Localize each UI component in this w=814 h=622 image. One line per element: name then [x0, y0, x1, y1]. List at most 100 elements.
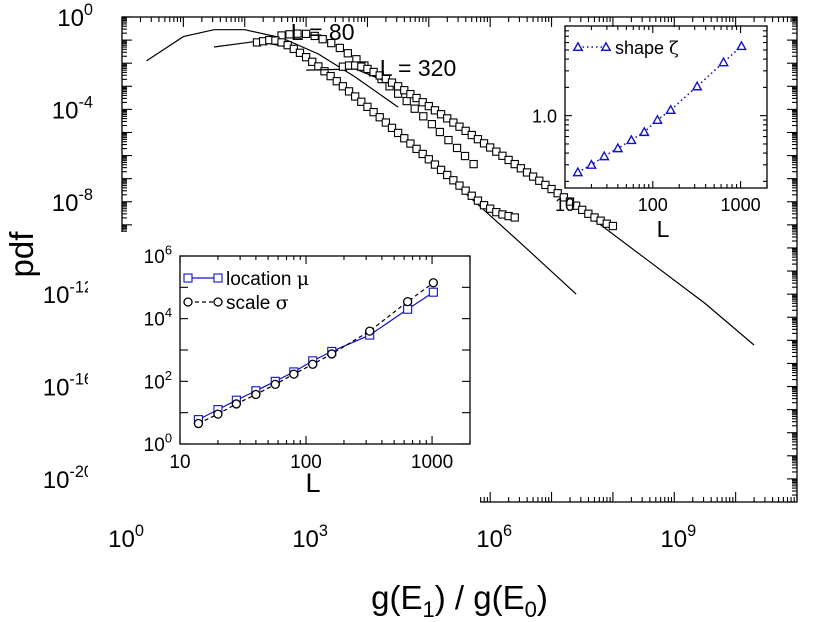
inset-data-point [625, 134, 637, 145]
data-point [510, 213, 519, 222]
data-point [504, 155, 513, 165]
inset-y-tick-label: 106 [144, 242, 172, 268]
data-point [541, 180, 550, 190]
x-axis-title: g(E1) / g(E0) [371, 579, 548, 622]
data-point [469, 159, 478, 169]
inset-y-tick-label: 100 [144, 430, 172, 456]
inset-data-point [402, 296, 413, 307]
inset-data-point [327, 349, 337, 359]
inset-y-tick-label: 102 [144, 368, 172, 394]
data-point [418, 149, 427, 159]
inset-series-line [577, 45, 743, 174]
legend-label: scale σ [226, 292, 289, 314]
data-point [387, 123, 397, 133]
y-tick-label: 100 [57, 1, 93, 32]
legend-marker [183, 273, 193, 283]
data-point [308, 57, 317, 66]
data-point [295, 48, 305, 57]
y-tick-label: 10-4 [52, 94, 93, 125]
data-point [516, 164, 526, 173]
data-point [424, 101, 433, 111]
inset-x-tick-label: 100 [290, 452, 322, 473]
data-point [427, 120, 437, 129]
data-point [528, 172, 538, 181]
inset-data-point [213, 409, 223, 419]
data-point [402, 96, 411, 106]
y-tick-label: 10-20 [43, 463, 93, 494]
data-point [473, 135, 483, 144]
data-point [608, 221, 618, 231]
legend-marker [213, 273, 223, 283]
data-point [467, 191, 476, 200]
data-point [444, 135, 453, 145]
y-tick-label: 10-12 [43, 278, 93, 309]
data-point [430, 160, 440, 169]
main-data [146, 29, 755, 346]
inset-data-point [251, 389, 261, 400]
inset-data-point [718, 56, 729, 67]
series-annotation: L = 320 [380, 55, 457, 81]
inset-x-axis-title: L [305, 468, 320, 498]
inset-data-point [365, 326, 375, 336]
inset-data-point [428, 287, 438, 297]
data-point [565, 197, 575, 206]
data-point [412, 144, 421, 154]
legend-marker [600, 41, 612, 52]
data-point [455, 122, 464, 131]
data-point [410, 104, 419, 113]
inset-data-point [598, 150, 610, 161]
data-point [461, 186, 470, 195]
inset-data-point [193, 418, 204, 429]
y-tick-label: 10-8 [52, 186, 93, 217]
data-point [461, 126, 470, 136]
fit-line-1 [146, 29, 399, 108]
x-tick-label: 100 [108, 522, 144, 553]
inset-data-point [572, 166, 584, 177]
inset-y-tick-label: 104 [144, 305, 172, 331]
inset-frame [564, 25, 768, 189]
inset-data-point [638, 126, 650, 137]
legend-label: shape ζ [615, 38, 679, 59]
inset-data-point [428, 278, 439, 288]
inset-x-tick-label: 100 [638, 195, 668, 215]
inset-data-point [652, 114, 663, 125]
data-point [443, 114, 452, 123]
data-point [310, 31, 319, 41]
data-point [363, 102, 372, 111]
data-point [357, 97, 366, 106]
data-point [344, 87, 354, 96]
data-point [571, 201, 581, 210]
y-tick-label: 10-16 [43, 371, 93, 402]
data-point [375, 113, 384, 122]
data-point [479, 139, 489, 148]
data-point [332, 77, 341, 86]
inset-x-tick-label: 1000 [411, 452, 453, 473]
data-point [443, 170, 452, 180]
inset-data-point [612, 142, 624, 153]
inset-data-point [665, 104, 677, 115]
data-point [393, 128, 403, 138]
series-annotation: L = 80 [291, 19, 355, 45]
data-point [327, 38, 336, 48]
inset-data-point [691, 80, 703, 91]
data-point [338, 82, 348, 91]
inset-x-tick-label: 10 [555, 195, 575, 215]
data-point [449, 176, 458, 185]
main-plot: 100 103 106 109 100 10-4 10-8 10-12 10-16 10-20 g(… [3, 0, 798, 622]
inset-data-point [308, 359, 318, 369]
y-axis-title: pdf [3, 231, 40, 278]
inset-x-tick-label: 1000 [721, 195, 761, 215]
inset-data-point [586, 159, 597, 169]
data-point [301, 29, 311, 39]
data-point [522, 168, 532, 177]
data-point [318, 35, 327, 44]
inset-x-tick-label: 10 [169, 452, 190, 473]
data-point [473, 196, 483, 205]
data-point [285, 30, 294, 39]
legend-marker [213, 297, 223, 307]
data-point [535, 176, 544, 185]
data-point [419, 112, 428, 121]
data-point [467, 130, 476, 140]
data-point [559, 193, 568, 202]
inset-background [88, 232, 480, 515]
